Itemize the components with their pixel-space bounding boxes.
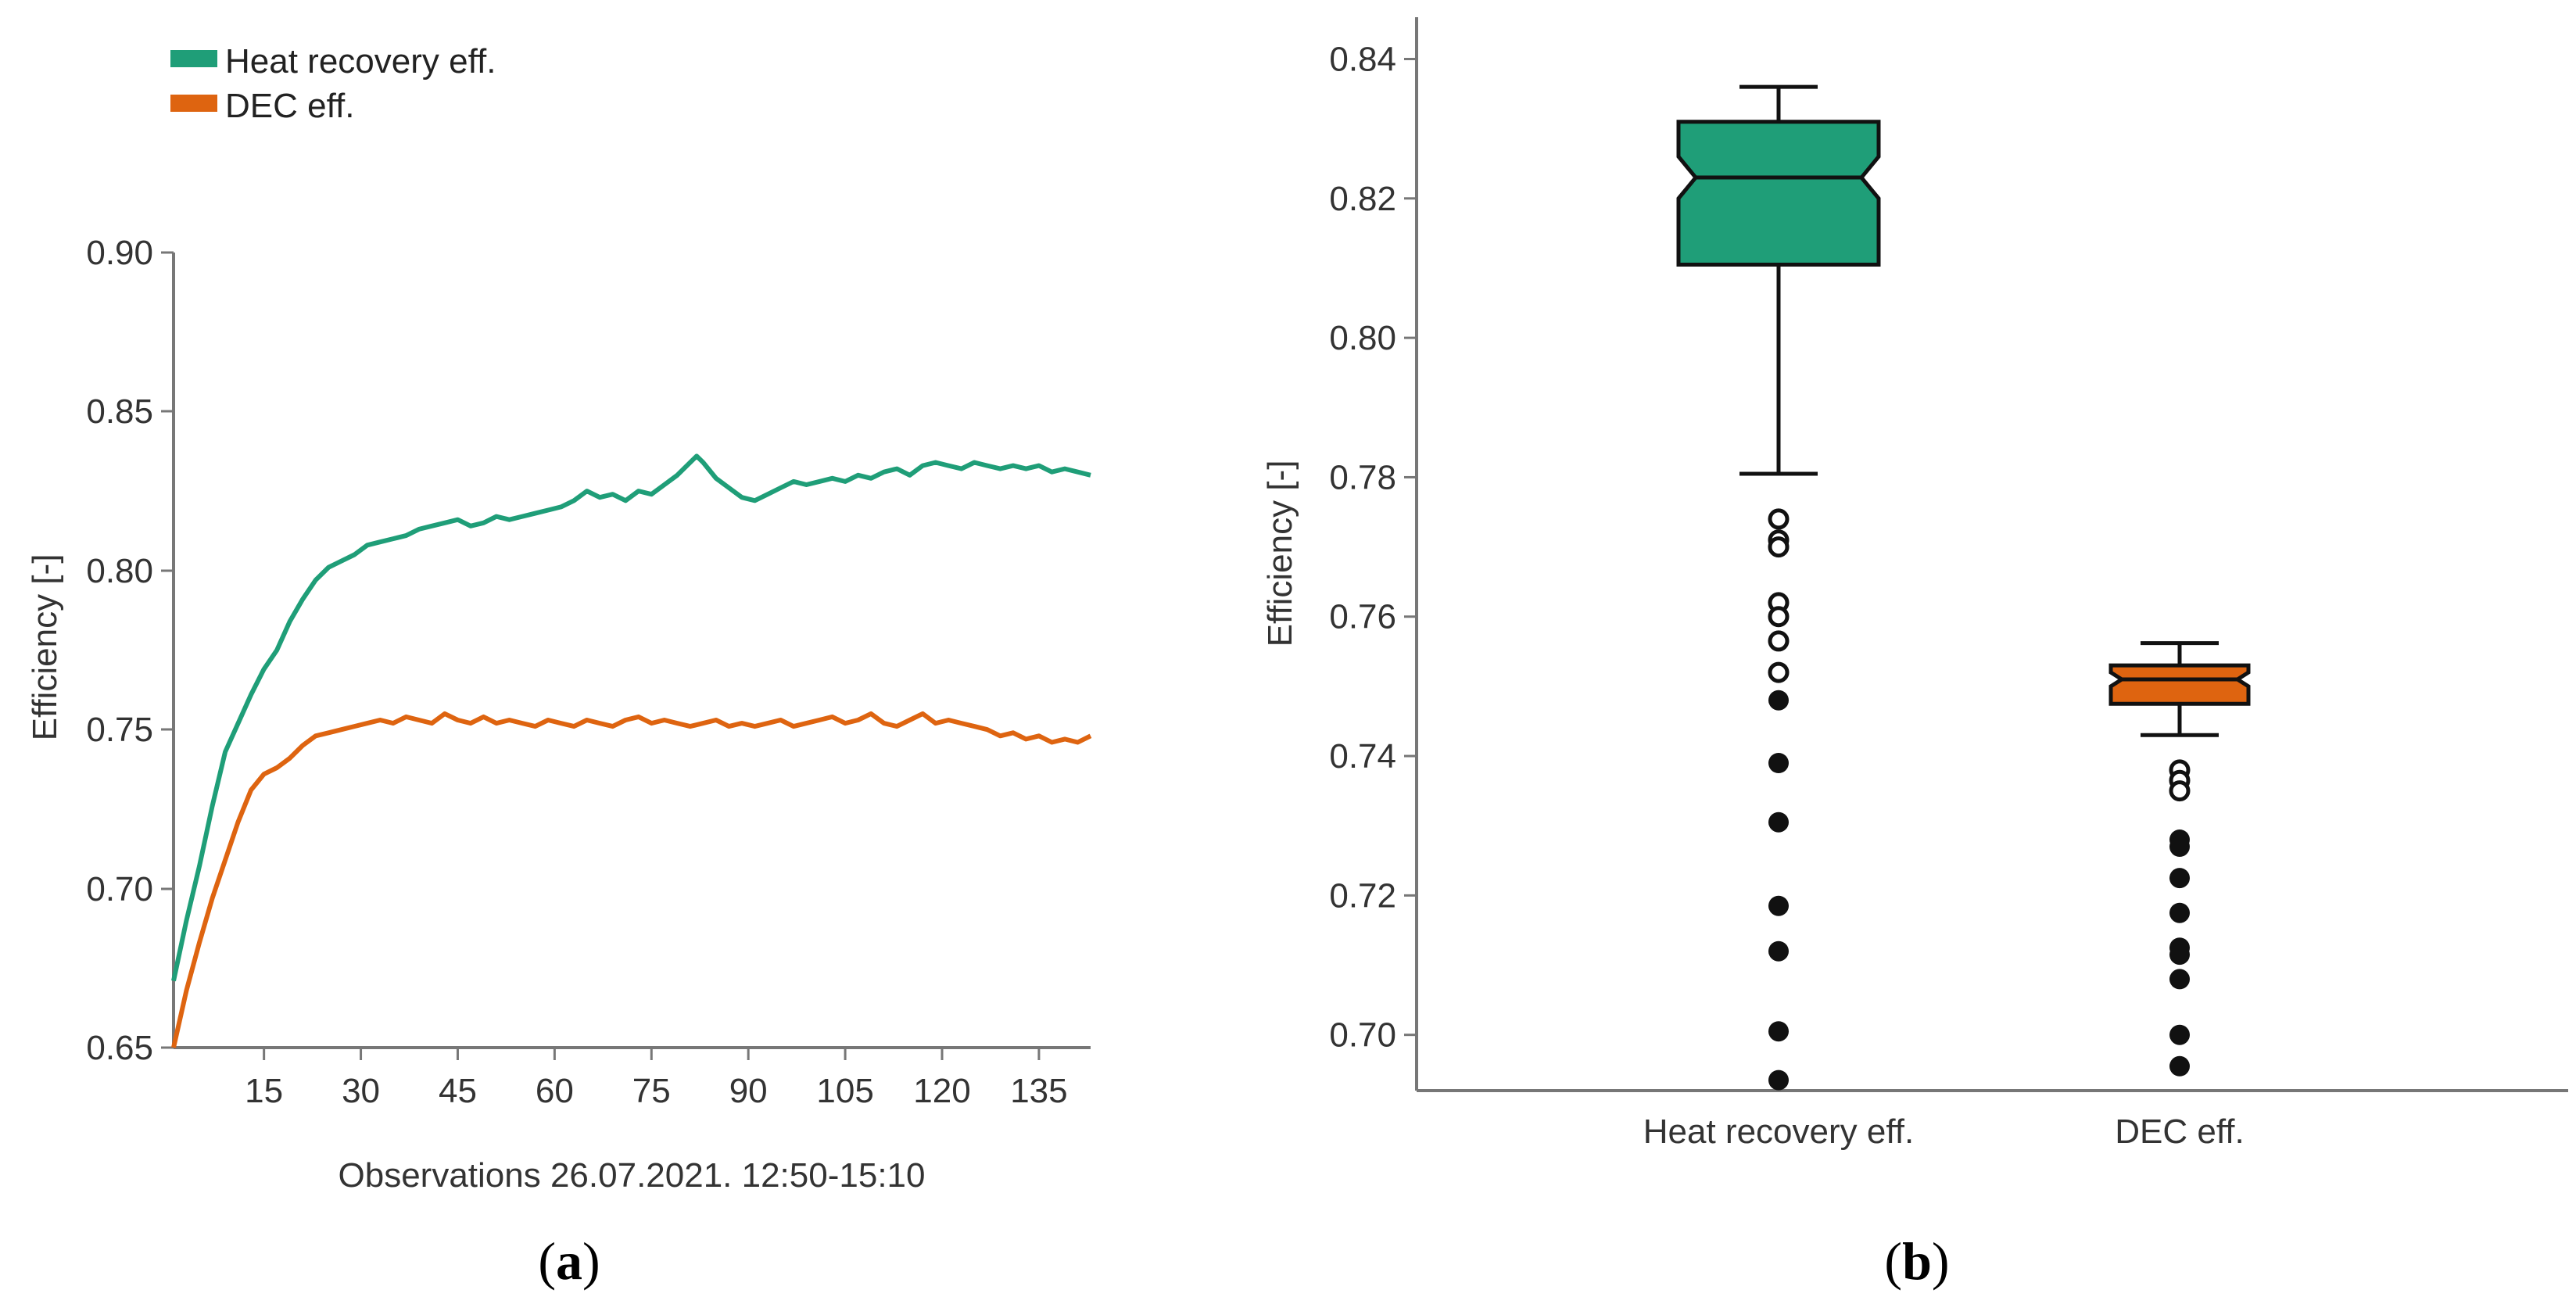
outlier-point-filled	[1768, 1069, 1789, 1091]
outlier-point-filled	[1768, 895, 1789, 916]
box-plot-y-axis-title: Efficiency [-]	[1261, 460, 1299, 647]
y-tick-label: 0.90	[86, 234, 153, 272]
y-tick-label: 0.84	[1329, 40, 1396, 78]
y-tick-label: 0.80	[86, 552, 153, 590]
x-tick-label: 120	[913, 1072, 970, 1110]
panel-label-b-close: )	[1932, 1231, 1950, 1291]
line-chart-legend: Heat recovery eff. DEC eff.	[170, 42, 496, 125]
box-category-label-dec: DEC eff.	[2115, 1112, 2244, 1151]
x-tick-label: 45	[439, 1072, 477, 1110]
legend-swatch-heat-recovery	[170, 50, 217, 67]
outlier-point-filled	[2169, 868, 2190, 889]
outlier-point-filled	[1768, 941, 1789, 962]
legend-label-dec: DEC eff.	[225, 87, 354, 125]
panel-label-a-open: (	[538, 1231, 556, 1291]
outlier-point-open	[1768, 606, 1790, 628]
box-heat-recovery-eff	[1676, 84, 1881, 1091]
legend-swatch-dec	[170, 95, 217, 112]
outlier-point-filled	[2169, 902, 2190, 923]
y-tick-label: 0.80	[1329, 319, 1396, 357]
y-tick-label: 0.75	[86, 711, 153, 749]
outlier-point-filled	[1768, 753, 1789, 773]
box-plot-y-ticks: 0.70 0.72 0.74 0.76 0.78 0.80 0.82 0.84	[1329, 40, 1417, 1055]
line-chart-y-ticks: 0.65 0.70 0.75 0.80 0.85 0.90	[86, 234, 174, 1067]
x-tick-label: 15	[245, 1072, 283, 1110]
y-tick-label: 0.74	[1329, 737, 1396, 776]
y-tick-label: 0.78	[1329, 458, 1396, 496]
y-tick-label: 0.72	[1329, 876, 1396, 915]
outlier-point-open	[1768, 508, 1790, 530]
outlier-point-filled	[2169, 1055, 2190, 1077]
series-line-dec-eff	[171, 711, 1092, 1048]
legend-label-heat-recovery: Heat recovery eff.	[225, 42, 496, 81]
panel-label-a-close: )	[582, 1231, 600, 1291]
line-chart-y-axis-title: Efficiency [-]	[26, 554, 64, 741]
line-chart-panel-a: Heat recovery eff. DEC eff. 0.65 0.70 0.…	[26, 42, 1092, 1291]
outlier-point-filled	[2169, 969, 2190, 990]
x-tick-label: 75	[632, 1072, 671, 1110]
outlier-point-open	[1768, 630, 1790, 652]
outlier-point-filled	[2169, 1024, 2190, 1045]
line-chart-series	[171, 453, 1092, 1048]
outlier-point-filled	[1768, 812, 1789, 833]
x-tick-label: 30	[342, 1072, 380, 1110]
outlier-point-open	[1768, 536, 1790, 558]
outlier-point-open	[1768, 661, 1790, 683]
y-tick-label: 0.85	[86, 392, 153, 431]
box-body	[1676, 120, 1881, 267]
outlier-point-filled	[1768, 690, 1789, 711]
series-line-heat-recovery-eff	[171, 453, 1091, 982]
panel-label-a: (a)	[538, 1231, 600, 1291]
outlier-point-filled	[2169, 944, 2190, 966]
y-tick-label: 0.70	[1329, 1016, 1396, 1055]
panel-label-a-letter: a	[556, 1231, 582, 1291]
y-tick-label: 0.70	[86, 870, 153, 908]
x-tick-label: 105	[816, 1072, 873, 1110]
line-chart-x-axis-title: Observations 26.07.2021. 12:50-15:10	[339, 1156, 926, 1195]
x-tick-label: 135	[1010, 1072, 1067, 1110]
panel-label-b-letter: b	[1902, 1231, 1932, 1291]
panel-label-b-open: (	[1884, 1231, 1902, 1291]
x-tick-label: 90	[729, 1072, 768, 1110]
x-tick-label: 60	[536, 1072, 574, 1110]
y-tick-label: 0.76	[1329, 598, 1396, 636]
box-category-label-heat-recovery: Heat recovery eff.	[1643, 1112, 1914, 1151]
box-body	[2108, 663, 2251, 706]
y-tick-label: 0.65	[86, 1029, 153, 1067]
line-chart-x-ticks: 15 30 45 60 75 90 105 120 135	[245, 1048, 1068, 1110]
outlier-point-filled	[2169, 837, 2190, 857]
panel-label-b: (b)	[1884, 1231, 1949, 1291]
box-plot-panel-b: 0.70 0.72 0.74 0.76 0.78 0.80 0.82 0.84 Heat re…	[1261, 17, 2568, 1291]
box-dec-eff	[2108, 641, 2251, 1077]
y-tick-label: 0.82	[1329, 180, 1396, 218]
box-plot-marks	[1676, 84, 2251, 1091]
outlier-point-open	[2169, 780, 2191, 802]
outlier-point-filled	[1768, 1021, 1789, 1042]
